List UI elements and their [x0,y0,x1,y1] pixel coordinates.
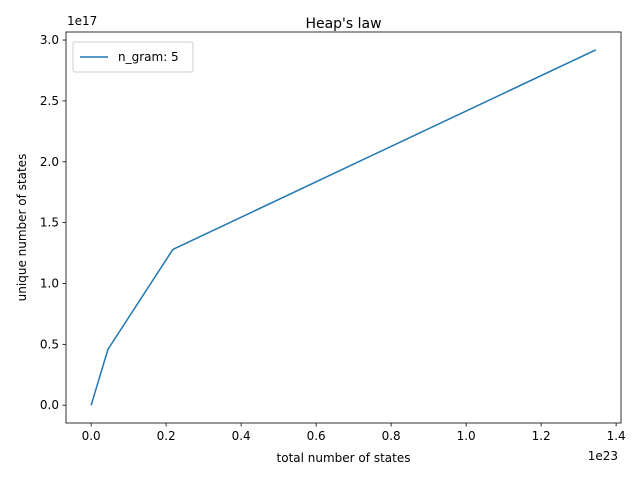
chart-title: Heap's law [305,16,381,32]
series-layer [90,49,597,406]
y-tick-label: 2.5 [40,94,59,108]
legend-label: n_gram: 5 [118,50,179,64]
y-tick-label: 3.0 [40,33,59,47]
x-tick-label: 0.4 [232,429,251,443]
y-tick-label: 1.5 [40,216,59,230]
x-tick-label: 0.8 [382,429,401,443]
x-tick-label: 0.6 [307,429,326,443]
plot-area [66,32,621,423]
legend-box [72,41,194,73]
y-axis-label: unique number of states [15,154,29,302]
x-tick-label: 1.4 [607,429,626,443]
y-axis: 0.0 0.5 1.0 1.5 2.0 2.5 3.0 [40,33,66,412]
x-tick-label: 1.2 [532,429,551,443]
x-axis-label: total number of states [277,451,411,465]
y-tick-label: 1.0 [40,276,59,290]
x-tick-label: 0.2 [157,429,176,443]
x-tick-label: 1.0 [457,429,476,443]
series-line [90,49,597,406]
x-axis-offset-label: 1e23 [588,449,618,463]
y-tick-label: 0.0 [40,398,59,412]
x-axis: 0.0 0.2 0.4 0.6 0.8 1.0 1.2 1.4 [82,423,626,443]
x-tick-label: 0.0 [82,429,101,443]
legend: n_gram: 5 [72,41,194,73]
y-axis-offset-label: 1e17 [67,14,97,28]
plot-frame [65,31,622,424]
y-tick-label: 2.0 [40,155,59,169]
y-tick-label: 0.5 [40,337,59,351]
